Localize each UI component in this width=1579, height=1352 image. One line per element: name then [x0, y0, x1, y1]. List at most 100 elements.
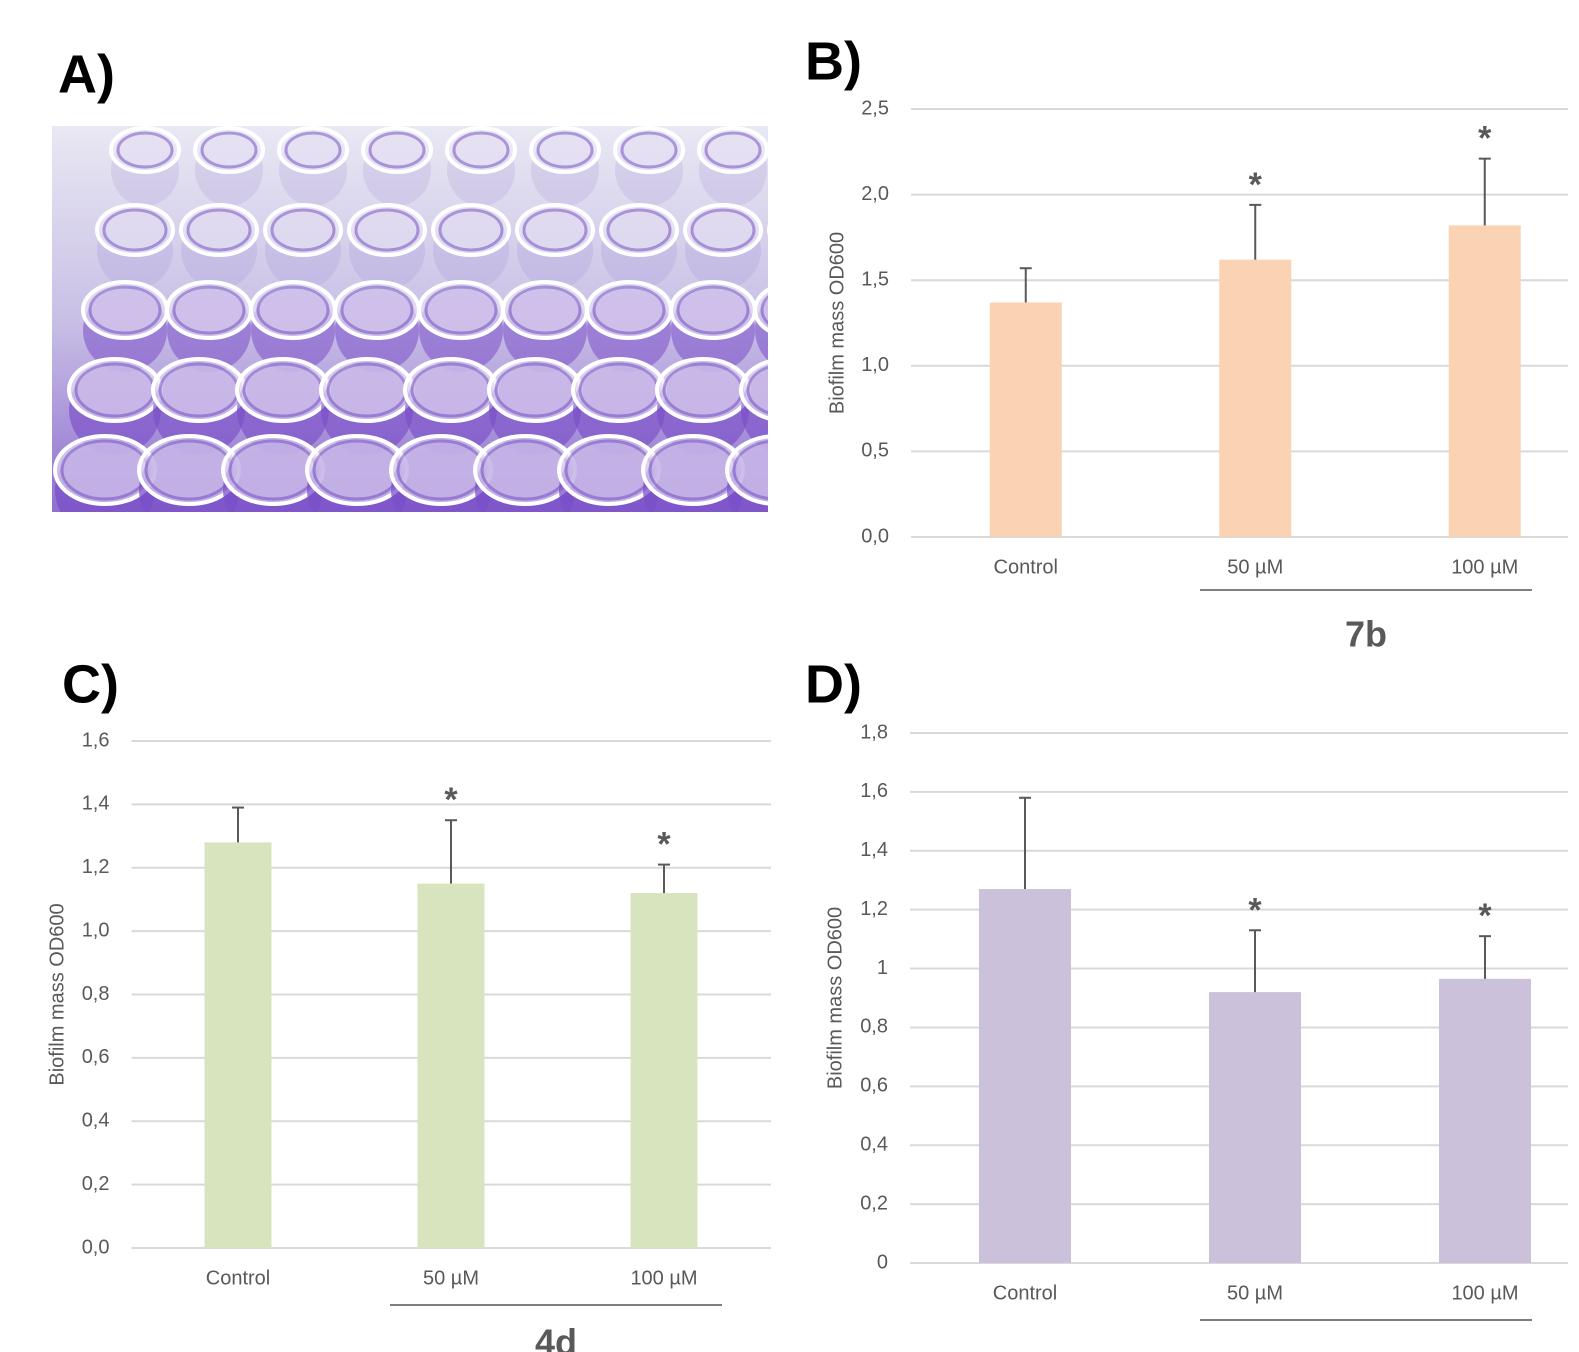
well-rim — [235, 357, 331, 423]
well-rim — [151, 357, 247, 423]
well-inner — [438, 208, 504, 252]
well-inner — [760, 295, 768, 325]
well-inner — [508, 285, 582, 335]
y-tick-label: 0,4 — [860, 1134, 888, 1156]
well-inner — [186, 208, 252, 252]
y-tick-label: 1,2 — [860, 898, 888, 920]
x-tick-label: 50 µM — [1227, 1282, 1283, 1304]
well-inner — [200, 131, 258, 169]
group-label: 4d — [535, 1322, 577, 1352]
well-rim — [529, 126, 601, 174]
error-bar — [1019, 267, 1032, 303]
well-rim — [361, 126, 433, 174]
panel-label: C) — [62, 654, 119, 714]
y-tick-label: 0,6 — [82, 1046, 110, 1068]
well-rim — [249, 280, 337, 340]
well-plate-photo — [52, 126, 851, 512]
y-tick-label: 0,2 — [82, 1173, 110, 1195]
well-rim — [669, 280, 757, 340]
x-tick-label: Control — [206, 1267, 270, 1289]
well-rim — [109, 126, 181, 174]
well-inner — [452, 131, 510, 169]
x-tick-label: 50 µM — [1227, 556, 1283, 578]
error-bar — [1479, 935, 1491, 979]
well-rim — [697, 126, 768, 174]
significance-mark: * — [1249, 166, 1263, 204]
well-inner — [354, 208, 420, 252]
well-inner — [88, 285, 162, 335]
significance-mark: * — [657, 826, 671, 864]
y-tick-label: 0,8 — [860, 1016, 888, 1038]
y-tick-label: 2,5 — [861, 97, 889, 119]
well-inner — [746, 365, 768, 415]
well-rim — [613, 126, 685, 174]
well-rim — [165, 280, 253, 340]
y-tick-label: 1,4 — [82, 793, 110, 815]
well-inner — [522, 208, 588, 252]
panel-label: B) — [805, 31, 862, 91]
error-bar — [232, 806, 244, 843]
error-bar — [1249, 929, 1261, 993]
well-rim — [263, 203, 343, 257]
x-tick-label: 100 µM — [630, 1267, 697, 1289]
y-tick-label: 1,6 — [860, 780, 888, 802]
well-rim — [655, 357, 751, 423]
well-inner — [690, 208, 756, 252]
well-rim — [725, 434, 768, 506]
y-tick-label: 0,4 — [82, 1110, 110, 1132]
y-tick-label: 0 — [877, 1251, 888, 1273]
bar — [1209, 992, 1301, 1263]
x-tick-label: 50 µM — [423, 1267, 479, 1289]
well-inner — [620, 131, 678, 169]
well-rim — [333, 280, 421, 340]
error-bar — [1019, 796, 1031, 890]
well-inner — [704, 131, 762, 169]
well-rim — [599, 203, 679, 257]
well-rim — [277, 126, 349, 174]
well-inner — [116, 131, 174, 169]
well-inner — [172, 285, 246, 335]
error-bar — [1478, 157, 1491, 226]
well-rim — [739, 359, 768, 421]
well-inner — [256, 285, 330, 335]
y-tick-label: 2,0 — [861, 183, 889, 205]
well-rim — [67, 357, 163, 423]
well-inner — [270, 208, 336, 252]
well-inner — [368, 131, 426, 169]
well-rim — [347, 203, 427, 257]
well-rim — [515, 203, 595, 257]
well-rim — [319, 357, 415, 423]
well-rim — [487, 357, 583, 423]
y-tick-label: 1,2 — [82, 856, 110, 878]
y-tick-label: 1,4 — [860, 839, 888, 861]
bar — [979, 889, 1071, 1263]
y-axis-label: Biofilm mass OD600 — [46, 903, 68, 1085]
well-rim — [193, 126, 265, 174]
well-inner — [284, 131, 342, 169]
well-rim — [783, 128, 851, 172]
well-inner — [536, 131, 594, 169]
significance-mark: * — [1248, 891, 1262, 929]
well-rim — [445, 126, 517, 174]
y-tick-label: 1,5 — [861, 268, 889, 290]
y-tick-label: 0,5 — [861, 440, 889, 462]
well — [783, 134, 851, 206]
significance-mark: * — [1478, 120, 1492, 158]
well-inner — [606, 208, 672, 252]
significance-mark: * — [1478, 897, 1492, 935]
error-bar — [658, 863, 670, 894]
y-tick-label: 1 — [877, 957, 888, 979]
group-label: 7b — [1345, 614, 1387, 655]
well-rim — [95, 203, 175, 257]
well-inner — [790, 133, 844, 167]
bar — [630, 893, 698, 1248]
bar — [204, 842, 272, 1248]
well-rim — [683, 203, 763, 257]
y-tick-label: 0,2 — [860, 1192, 888, 1214]
bar — [1448, 225, 1521, 537]
bar — [1219, 259, 1292, 537]
significance-mark: * — [444, 781, 458, 819]
x-tick-label: 100 µM — [1451, 556, 1518, 578]
y-tick-label: 1,8 — [860, 721, 888, 743]
y-tick-label: 1,0 — [82, 919, 110, 941]
